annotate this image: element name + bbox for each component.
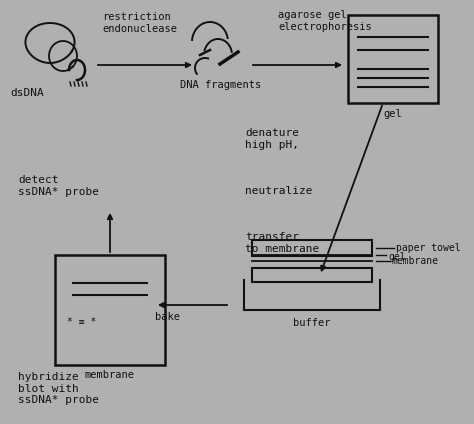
Text: agarose gel
electrophoresis: agarose gel electrophoresis: [278, 10, 372, 32]
Bar: [348, 15, 438, 103]
Text: transfer
to membrane: transfer to membrane: [245, 232, 319, 254]
Text: membrane: membrane: [392, 256, 439, 266]
Text: dsDNA: dsDNA: [10, 88, 44, 98]
Text: buffer: buffer: [293, 318, 331, 328]
Text: denature
high pH,: denature high pH,: [245, 128, 299, 150]
Text: DNA fragments: DNA fragments: [180, 80, 261, 90]
Text: detect
ssDNA* probe: detect ssDNA* probe: [18, 175, 99, 197]
Bar: [252, 268, 372, 282]
Bar: [252, 240, 372, 256]
Text: membrane: membrane: [85, 370, 135, 380]
Text: hybridize
blot with
ssDNA* probe: hybridize blot with ssDNA* probe: [18, 372, 99, 405]
Text: gel: gel: [383, 109, 402, 119]
Text: restriction
endonuclease: restriction endonuclease: [102, 12, 177, 33]
Bar: [55, 255, 165, 365]
Text: * ≡ *: * ≡ *: [67, 317, 96, 327]
Text: gel: gel: [388, 252, 406, 262]
Text: paper towel: paper towel: [396, 243, 461, 253]
Text: neutralize: neutralize: [245, 186, 312, 196]
Text: bake: bake: [155, 312, 181, 322]
